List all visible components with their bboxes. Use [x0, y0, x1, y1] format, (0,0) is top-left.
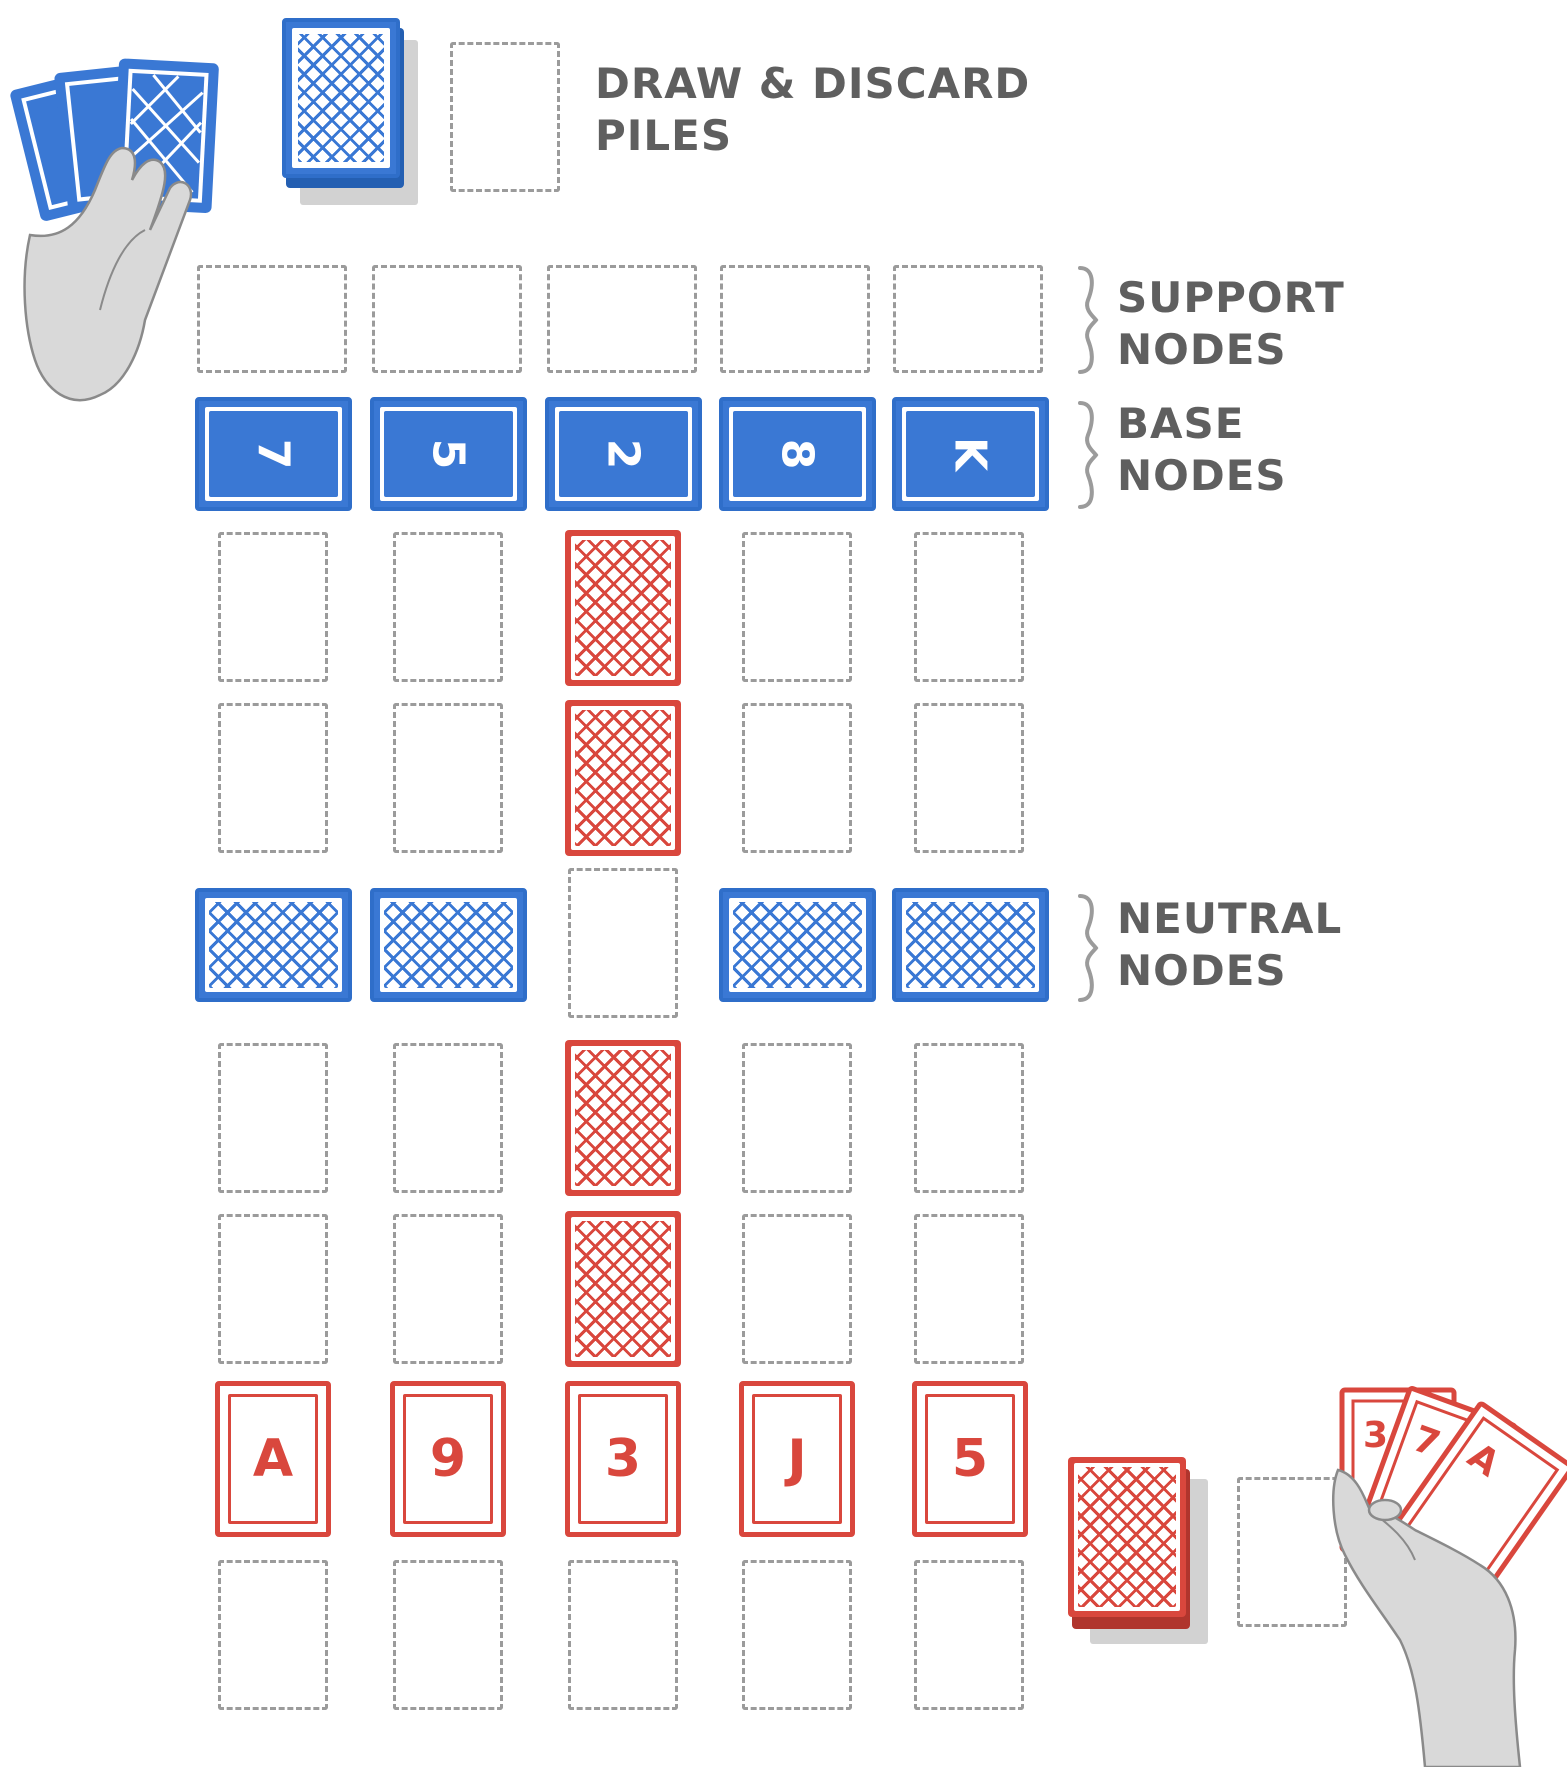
lane-slot[interactable]	[218, 1214, 328, 1364]
support-nodes-label: SUPPORT NODES	[1117, 273, 1345, 374]
lane-slot[interactable]	[742, 1214, 852, 1364]
red-base-card[interactable]: J	[739, 1381, 855, 1537]
lane-slot[interactable]	[914, 1043, 1024, 1193]
blue-base-card[interactable]: 7	[195, 397, 352, 511]
support-node-slot[interactable]	[218, 1560, 328, 1710]
support-node-slot[interactable]	[393, 1560, 503, 1710]
blue-hand-illustration	[10, 58, 219, 402]
lane-slot[interactable]	[393, 532, 503, 682]
neutral-node-slot[interactable]	[568, 868, 678, 1018]
lane-slot[interactable]	[914, 1214, 1024, 1364]
red-base-card[interactable]: 5	[912, 1381, 1028, 1537]
neutral-brace-icon	[1078, 894, 1099, 1002]
red-hand-card-text: 3	[1363, 1415, 1388, 1456]
lane-slot[interactable]	[393, 1214, 503, 1364]
red-facedown-card[interactable]	[565, 530, 681, 686]
blue-base-card[interactable]: 8	[719, 397, 876, 511]
lane-slot[interactable]	[742, 703, 852, 853]
neutral-facedown-card[interactable]	[892, 888, 1049, 1002]
neutral-facedown-card[interactable]	[719, 888, 876, 1002]
red-facedown-card[interactable]	[565, 1211, 681, 1367]
red-facedown-card[interactable]	[565, 1040, 681, 1196]
lane-slot[interactable]	[914, 532, 1024, 682]
blue-base-card[interactable]: 5	[370, 397, 527, 511]
red-facedown-card[interactable]	[565, 700, 681, 856]
blue-discard-slot[interactable]	[450, 42, 560, 192]
neutral-nodes-label: NEUTRAL NODES	[1117, 894, 1343, 995]
blue-draw-pile[interactable]	[282, 18, 427, 208]
support-node-slot[interactable]	[197, 265, 347, 373]
neutral-facedown-card[interactable]	[370, 888, 527, 1002]
lane-slot[interactable]	[742, 532, 852, 682]
blue-base-card[interactable]: 2	[545, 397, 702, 511]
red-base-card[interactable]: 3	[565, 1381, 681, 1537]
lane-slot[interactable]	[218, 1043, 328, 1193]
support-node-slot[interactable]	[914, 1560, 1024, 1710]
neutral-facedown-card[interactable]	[195, 888, 352, 1002]
support-brace-icon	[1078, 266, 1099, 374]
red-draw-pile[interactable]	[1068, 1457, 1218, 1652]
support-node-slot[interactable]	[547, 265, 697, 373]
support-node-slot[interactable]	[893, 265, 1043, 373]
lane-slot[interactable]	[218, 532, 328, 682]
base-nodes-label: BASE NODES	[1117, 399, 1287, 500]
blue-base-card[interactable]: K	[892, 397, 1049, 511]
red-base-card[interactable]: A	[215, 1381, 331, 1537]
base-brace-icon	[1078, 401, 1099, 509]
support-node-slot[interactable]	[568, 1560, 678, 1710]
lane-slot[interactable]	[742, 1043, 852, 1193]
support-node-slot[interactable]	[720, 265, 870, 373]
lane-slot[interactable]	[914, 703, 1024, 853]
red-hand-illustration: 3 7 A	[1332, 1386, 1567, 1767]
lane-slot[interactable]	[393, 703, 503, 853]
lane-slot[interactable]	[393, 1043, 503, 1193]
red-base-card[interactable]: 9	[390, 1381, 506, 1537]
draw-discard-label: DRAW & DISCARD PILES	[595, 59, 1031, 160]
lane-slot[interactable]	[218, 703, 328, 853]
support-node-slot[interactable]	[372, 265, 522, 373]
support-node-slot[interactable]	[742, 1560, 852, 1710]
